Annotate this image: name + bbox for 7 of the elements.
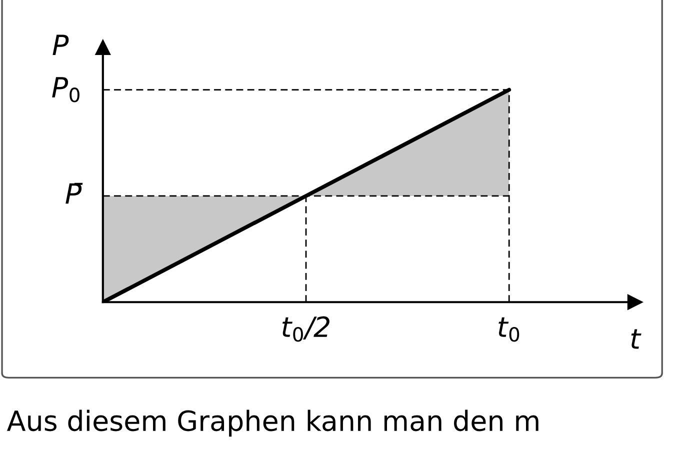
- x-tick-label: t$_{0}$/2: [282, 316, 330, 342]
- x-tick-label: t$_{0}$: [498, 317, 520, 342]
- ref-line-label: P̄: [66, 182, 83, 204]
- x-axis-title: t: [631, 329, 642, 349]
- ref-line-label: P$_{0}$: [52, 77, 80, 102]
- y-axis-title: P: [52, 34, 69, 55]
- text: Aus diesem Graphen kann man den m: [6, 410, 538, 437]
